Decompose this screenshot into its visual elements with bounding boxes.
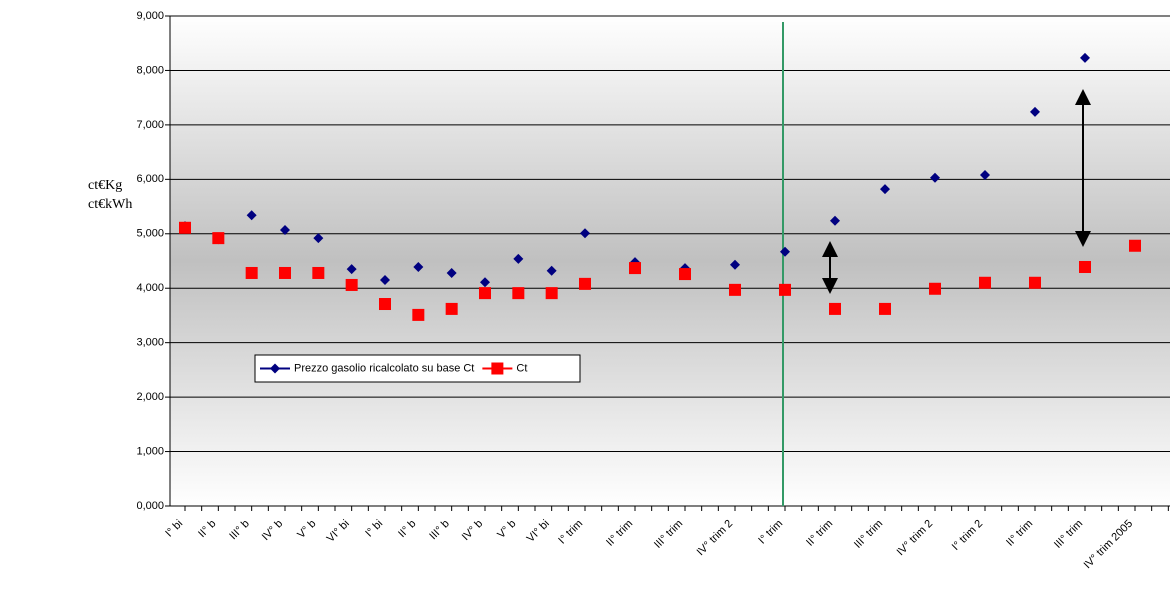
- x-tick-label: II° b: [196, 518, 218, 540]
- point: [245, 266, 258, 279]
- x-tick-label: III° b: [427, 518, 452, 543]
- x-tick-label: III° trim: [1052, 518, 1085, 551]
- x-tick-label: III° b: [227, 518, 252, 543]
- point: [979, 276, 991, 289]
- point: [546, 265, 557, 276]
- point: [513, 253, 524, 264]
- point: [930, 172, 940, 183]
- point: [980, 169, 990, 180]
- x-tick-label: IV° trim 2: [695, 518, 736, 559]
- point: [779, 283, 791, 296]
- point: [730, 259, 740, 270]
- legend-marker: [491, 362, 504, 375]
- x-tick-label: VI° bi: [525, 518, 552, 545]
- x-tick-label: I° bi: [363, 518, 385, 540]
- point: [629, 262, 641, 275]
- point: [512, 287, 525, 300]
- x-tick-label: II° b: [396, 518, 418, 540]
- x-tick-label: VI° bi: [325, 518, 352, 545]
- y-tick-label: 1,000: [136, 445, 164, 457]
- point: [413, 261, 424, 272]
- x-tick-label: II° trim: [1004, 518, 1035, 549]
- point: [345, 278, 358, 291]
- x-tick-label: IV° b: [260, 518, 285, 543]
- x-tick-label: V° b: [495, 518, 518, 541]
- x-tick-label: IV° trim 2005: [1082, 518, 1136, 572]
- legend-label: Ct: [516, 362, 527, 374]
- point: [830, 215, 840, 226]
- point: [1030, 106, 1040, 117]
- y-tick-label: 4,000: [136, 282, 164, 294]
- y-tick-label: 2,000: [136, 391, 164, 403]
- x-tick-label: I° bi: [163, 518, 185, 540]
- point: [412, 308, 425, 321]
- legend-marker: [270, 363, 280, 374]
- legend-label: Prezzo gasolio ricalcolato su base Ct: [294, 362, 474, 374]
- point: [729, 283, 741, 296]
- point: [879, 302, 891, 315]
- point: [679, 268, 691, 281]
- point: [380, 275, 390, 286]
- x-tick-label: III° trim: [652, 518, 685, 551]
- legend-box: [254, 354, 581, 383]
- point: [1080, 52, 1090, 63]
- point: [1079, 260, 1091, 273]
- y-tick-label: 9,000: [136, 10, 164, 22]
- point: [379, 298, 391, 311]
- y-axis-label: ct€kWh: [88, 197, 132, 212]
- point: [829, 302, 841, 315]
- point: [929, 282, 941, 295]
- point: [1129, 239, 1141, 252]
- y-tick-label: 5,000: [136, 228, 164, 240]
- x-tick-label: I° trim: [756, 518, 785, 547]
- y-tick-label: 8,000: [136, 64, 164, 76]
- point: [313, 233, 324, 244]
- x-tick-label: II° trim: [804, 518, 835, 549]
- x-tick-label: II° trim: [604, 518, 635, 549]
- point: [446, 267, 457, 278]
- y-axis-label: ct€Kg: [88, 178, 122, 193]
- point: [279, 266, 291, 279]
- point: [1029, 276, 1041, 289]
- x-tick-label: IV° b: [460, 518, 485, 543]
- point: [479, 287, 491, 300]
- x-tick-label: IV° trim 2: [895, 518, 936, 559]
- x-tick-label: V° b: [295, 518, 318, 541]
- point: [346, 264, 357, 275]
- y-tick-label: 3,000: [136, 337, 164, 349]
- x-tick-label: III° trim: [852, 518, 885, 551]
- point: [212, 232, 225, 245]
- x-tick-label: I° trim: [556, 518, 585, 547]
- point: [280, 224, 290, 235]
- point: [445, 302, 458, 315]
- point: [179, 221, 191, 234]
- point: [480, 277, 490, 288]
- y-tick-label: 0,000: [136, 500, 164, 512]
- plot-area: [170, 16, 1170, 506]
- y-tick-label: 7,000: [136, 119, 164, 131]
- point: [545, 287, 558, 300]
- point: [580, 228, 590, 239]
- x-tick-label: I° trim 2: [950, 518, 985, 553]
- point: [880, 184, 890, 195]
- point: [312, 266, 325, 279]
- point: [579, 277, 591, 290]
- point: [246, 210, 257, 221]
- point: [780, 246, 790, 257]
- y-tick-label: 6,000: [136, 173, 164, 185]
